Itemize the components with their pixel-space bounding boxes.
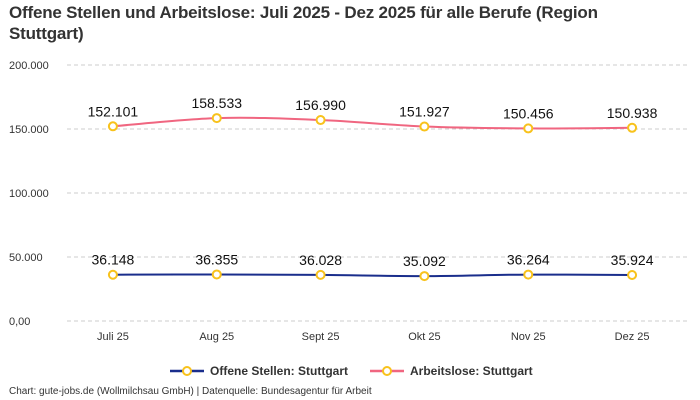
legend-marker bbox=[382, 366, 392, 376]
chart-source-footer: Chart: gute-jobs.de (Wollmilchsau GmbH) … bbox=[9, 386, 372, 397]
data-point bbox=[419, 271, 430, 282]
data-label: 152.101 bbox=[88, 103, 139, 119]
data-point bbox=[315, 269, 326, 280]
data-point bbox=[107, 269, 118, 280]
x-tick-label: Aug 25 bbox=[199, 331, 234, 343]
x-tick-label: Dez 25 bbox=[615, 331, 650, 343]
legend-marker bbox=[182, 366, 192, 376]
data-label: 36.355 bbox=[195, 251, 238, 267]
data-label: 36.028 bbox=[299, 252, 342, 268]
x-tick-label: Nov 25 bbox=[511, 331, 546, 343]
y-tick-label: 150.000 bbox=[9, 124, 49, 136]
data-point bbox=[419, 121, 430, 132]
x-tick-label: Juli 25 bbox=[97, 331, 129, 343]
data-label: 158.533 bbox=[191, 95, 242, 111]
data-point bbox=[523, 123, 534, 134]
data-label: 150.456 bbox=[503, 105, 554, 121]
x-tick-label: Okt 25 bbox=[408, 331, 440, 343]
legend-entry: Arbeitslose: Stuttgart bbox=[410, 364, 533, 378]
y-tick-label: 200.000 bbox=[9, 60, 49, 72]
series-line bbox=[112, 273, 633, 278]
data-label: 36.148 bbox=[92, 252, 135, 268]
chart-title: Offene Stellen und Arbeitslose: Juli 202… bbox=[9, 3, 598, 43]
data-point bbox=[627, 122, 638, 133]
data-label: 36.264 bbox=[507, 252, 550, 268]
series-line bbox=[112, 116, 633, 130]
data-label: 150.938 bbox=[607, 105, 658, 121]
y-tick-label: 50.000 bbox=[9, 252, 43, 264]
data-point bbox=[211, 269, 222, 280]
x-tick-label: Sept 25 bbox=[302, 331, 340, 343]
data-label: 156.990 bbox=[295, 97, 346, 113]
data-point bbox=[523, 269, 534, 280]
data-label: 35.092 bbox=[403, 253, 446, 269]
data-point bbox=[211, 113, 222, 124]
data-label: 35.924 bbox=[611, 252, 654, 268]
legend-entry: Offene Stellen: Stuttgart bbox=[210, 364, 348, 378]
data-point bbox=[627, 270, 638, 281]
y-tick-label: 0,00 bbox=[9, 316, 30, 328]
y-tick-label: 100.000 bbox=[9, 188, 49, 200]
data-label: 151.927 bbox=[399, 104, 450, 120]
data-point bbox=[107, 121, 118, 132]
data-point bbox=[315, 115, 326, 126]
